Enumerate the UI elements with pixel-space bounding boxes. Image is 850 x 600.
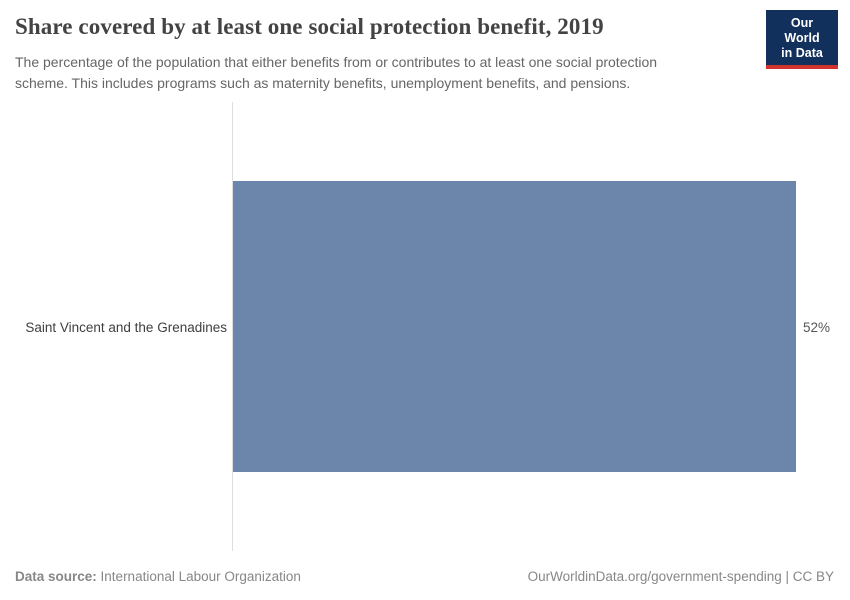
footer: Data source: International Labour Organi… bbox=[15, 569, 834, 584]
y-axis-line bbox=[232, 102, 233, 551]
value-label-saint-vincent: 52% bbox=[803, 320, 831, 335]
data-source: Data source: International Labour Organi… bbox=[15, 569, 301, 584]
bar-saint-vincent[interactable] bbox=[233, 181, 796, 472]
chart-title: Share covered by at least one social pro… bbox=[15, 14, 604, 39]
bar-track bbox=[233, 181, 796, 472]
owid-logo: Our World in Data bbox=[766, 10, 838, 70]
owid-logo-line1: Our World bbox=[784, 16, 820, 45]
credit-link[interactable]: OurWorldinData.org/government-spending |… bbox=[527, 569, 834, 584]
category-label-saint-vincent: Saint Vincent and the Grenadines bbox=[25, 320, 227, 335]
data-source-label: Data source: bbox=[15, 569, 97, 584]
chart-subtitle: The percentage of the population that ei… bbox=[15, 54, 658, 91]
data-source-value: International Labour Organization bbox=[100, 569, 301, 584]
owid-logo-line2: in Data bbox=[781, 45, 823, 60]
